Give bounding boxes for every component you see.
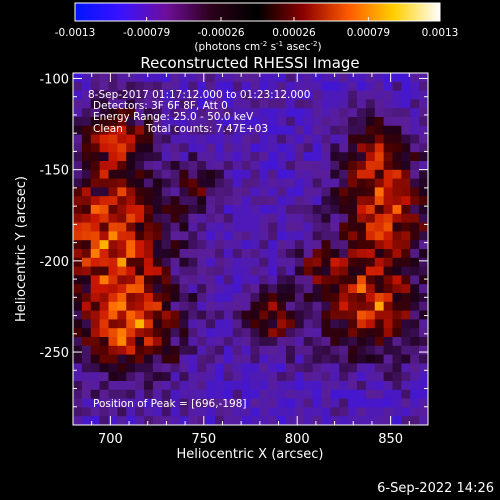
colorbar-tick-label: -0.00026	[197, 27, 245, 39]
annotations: 8-Sep-2017 01:17:12.000 to 01:23:12.000 …	[88, 89, 310, 410]
chart-title: Reconstructed RHESSI Image	[140, 54, 359, 72]
x-tick-label: 850	[378, 432, 403, 447]
annotation-detectors: Detectors: 3F 6F 8F, Att 0	[93, 100, 228, 112]
colorbar-unit-label: (photons cm-2 s-1 asec-2)	[194, 40, 321, 53]
x-tick-label: 750	[191, 432, 216, 447]
colorbar-gradient	[74, 2, 441, 22]
y-axis-label: Heliocentric Y (arcsec)	[14, 176, 29, 322]
axis-ticks: 700 750 800 850 -100 -150 -200 -250	[39, 72, 429, 447]
y-tick-label: -100	[39, 72, 69, 87]
annotation-counts: Total counts: 7.47E+03	[145, 123, 268, 135]
footer-timestamp: 6-Sep-2022 14:26	[377, 481, 494, 496]
colorbar: -0.0013 -0.00079 -0.00026 0.00026 0.00079 0.0…	[55, 2, 459, 53]
colorbar-tick-label: -0.00079	[123, 27, 170, 39]
y-tick-label: -250	[39, 346, 69, 361]
colorbar-tick-label: 0.0013	[422, 27, 459, 39]
x-axis-label: Heliocentric X (arcsec)	[177, 447, 324, 462]
x-tick-label: 700	[98, 432, 123, 447]
annotation-peak: Position of Peak = [696,-198]	[93, 398, 247, 410]
colorbar-tick-label: 0.00079	[347, 27, 390, 39]
colorbar-tick-label: -0.0013	[55, 27, 96, 39]
colorbar-tick-label: 0.00026	[272, 27, 316, 39]
y-tick-label: -200	[39, 255, 69, 270]
annotation-algorithm: Clean	[93, 123, 123, 135]
annotation-energy: Energy Range: 25.0 - 50.0 keV	[93, 111, 254, 123]
plot-frame	[72, 72, 429, 426]
y-tick-label: -150	[39, 164, 69, 179]
annotation-time: 8-Sep-2017 01:17:12.000 to 01:23:12.000	[88, 89, 310, 101]
heatmap-image	[73, 73, 428, 425]
x-tick-label: 800	[285, 432, 310, 447]
